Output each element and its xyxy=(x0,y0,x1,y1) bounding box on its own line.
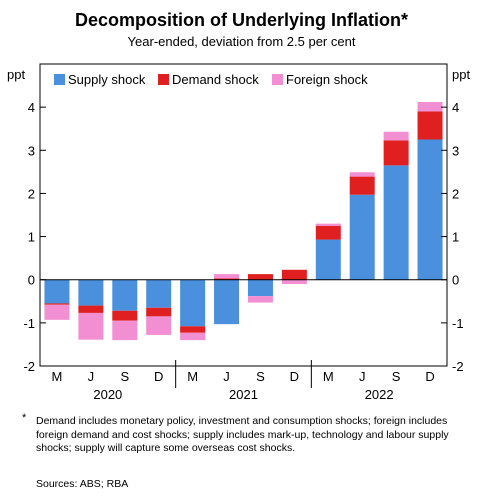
bar-demand-shock-4 xyxy=(180,326,206,333)
footnote-text: Demand includes monetary policy, investm… xyxy=(36,415,449,454)
y-tick-label-right: 2 xyxy=(452,186,459,201)
bar-supply-shock-0 xyxy=(44,279,70,304)
bar-supply-shock-3 xyxy=(146,279,172,308)
y-tick-label-left: 1 xyxy=(28,230,35,245)
legend-label: Foreign shock xyxy=(286,72,368,87)
bar-supply-shock-8 xyxy=(315,239,341,280)
bar-foreign-shock-11 xyxy=(417,101,443,112)
y-tick-label-left: 3 xyxy=(28,143,35,158)
legend-swatch xyxy=(272,74,283,85)
y-tick-label-right: 1 xyxy=(452,230,459,245)
bar-supply-shock-2 xyxy=(112,279,138,311)
x-tick-label: S xyxy=(392,369,401,384)
year-label: 2020 xyxy=(93,387,122,402)
x-tick-label: D xyxy=(154,369,163,384)
chart-title: Decomposition of Underlying Inflation* xyxy=(75,10,408,30)
y-tick-label-left: 4 xyxy=(28,100,35,115)
bar-demand-shock-6 xyxy=(247,274,273,280)
bar-supply-shock-5 xyxy=(214,279,240,325)
bar-supply-shock-11 xyxy=(417,139,443,280)
x-tick-label: M xyxy=(323,369,334,384)
legend-label: Supply shock xyxy=(68,72,146,87)
bar-foreign-shock-9 xyxy=(349,172,375,177)
bar-supply-shock-4 xyxy=(180,279,206,327)
bar-supply-shock-9 xyxy=(349,194,375,280)
y-axis-label-left: ppt xyxy=(7,67,25,82)
footnote-marker: * xyxy=(22,412,27,424)
y-tick-label-left: 2 xyxy=(28,186,35,201)
y-axis-label-right: ppt xyxy=(452,67,470,82)
bar-demand-shock-2 xyxy=(112,310,138,321)
bar-demand-shock-11 xyxy=(417,111,443,140)
chart-subtitle: Year-ended, deviation from 2.5 per cent xyxy=(127,34,356,49)
bar-foreign-shock-8 xyxy=(315,223,341,226)
bar-demand-shock-1 xyxy=(78,305,104,313)
ticks-layer: -2 -2 -1 -1 0 0 1 1 2 2 3 3 4 4 M J S D M J S D M J S D 2020 2021 20… xyxy=(23,100,463,402)
bar-foreign-shock-5 xyxy=(214,274,240,279)
x-tick-label: M xyxy=(187,369,198,384)
bar-demand-shock-0 xyxy=(44,303,70,305)
bar-foreign-shock-0 xyxy=(44,304,70,320)
legend-background xyxy=(50,70,396,90)
bar-demand-shock-7 xyxy=(281,269,307,280)
legend: Supply shock Demand shock Foreign shock xyxy=(50,70,396,90)
y-tick-label-left: -1 xyxy=(23,316,35,331)
x-tick-label: S xyxy=(120,369,129,384)
y-tick-label-right: 3 xyxy=(452,143,459,158)
bar-demand-shock-5 xyxy=(214,278,240,280)
x-tick-label: J xyxy=(359,369,366,384)
bar-demand-shock-3 xyxy=(146,307,172,317)
bar-demand-shock-8 xyxy=(315,225,341,240)
year-label: 2021 xyxy=(229,387,258,402)
footnote: * Demand includes monetary policy, inves… xyxy=(22,412,456,456)
y-tick-label-right: -1 xyxy=(452,316,464,331)
bar-foreign-shock-10 xyxy=(383,131,409,141)
bar-supply-shock-1 xyxy=(78,279,104,306)
chart: -2 -2 -1 -1 0 0 1 1 2 2 3 3 4 4 M J S D M J S D M J S D 2020 2021 20… xyxy=(7,63,470,402)
bar-foreign-shock-4 xyxy=(180,332,206,341)
y-tick-label-right: 4 xyxy=(452,100,459,115)
y-tick-label-left: -2 xyxy=(23,359,35,374)
bar-foreign-shock-7 xyxy=(281,279,307,285)
bar-demand-shock-9 xyxy=(349,176,375,195)
legend-swatch xyxy=(158,74,169,85)
y-tick-label-left: 0 xyxy=(28,273,35,288)
legend-label: Demand shock xyxy=(172,72,259,87)
bars-layer xyxy=(44,101,443,341)
year-label: 2022 xyxy=(365,387,394,402)
bar-supply-shock-10 xyxy=(383,165,409,280)
y-tick-label-right: -2 xyxy=(452,359,464,374)
x-tick-label: D xyxy=(290,369,299,384)
y-tick-label-right: 0 xyxy=(452,273,459,288)
x-tick-label: D xyxy=(425,369,434,384)
x-tick-label: J xyxy=(88,369,95,384)
x-tick-label: J xyxy=(223,369,230,384)
bar-foreign-shock-1 xyxy=(78,312,104,340)
bar-foreign-shock-6 xyxy=(247,296,273,303)
legend-swatch xyxy=(54,74,65,85)
x-tick-label: M xyxy=(52,369,63,384)
bar-foreign-shock-2 xyxy=(112,320,138,341)
sources: Sources: ABS; RBA xyxy=(36,478,129,490)
bar-demand-shock-10 xyxy=(383,140,409,166)
bar-foreign-shock-3 xyxy=(146,316,172,335)
bar-supply-shock-6 xyxy=(247,279,273,297)
x-tick-label: S xyxy=(256,369,265,384)
plot-frame xyxy=(39,63,448,367)
